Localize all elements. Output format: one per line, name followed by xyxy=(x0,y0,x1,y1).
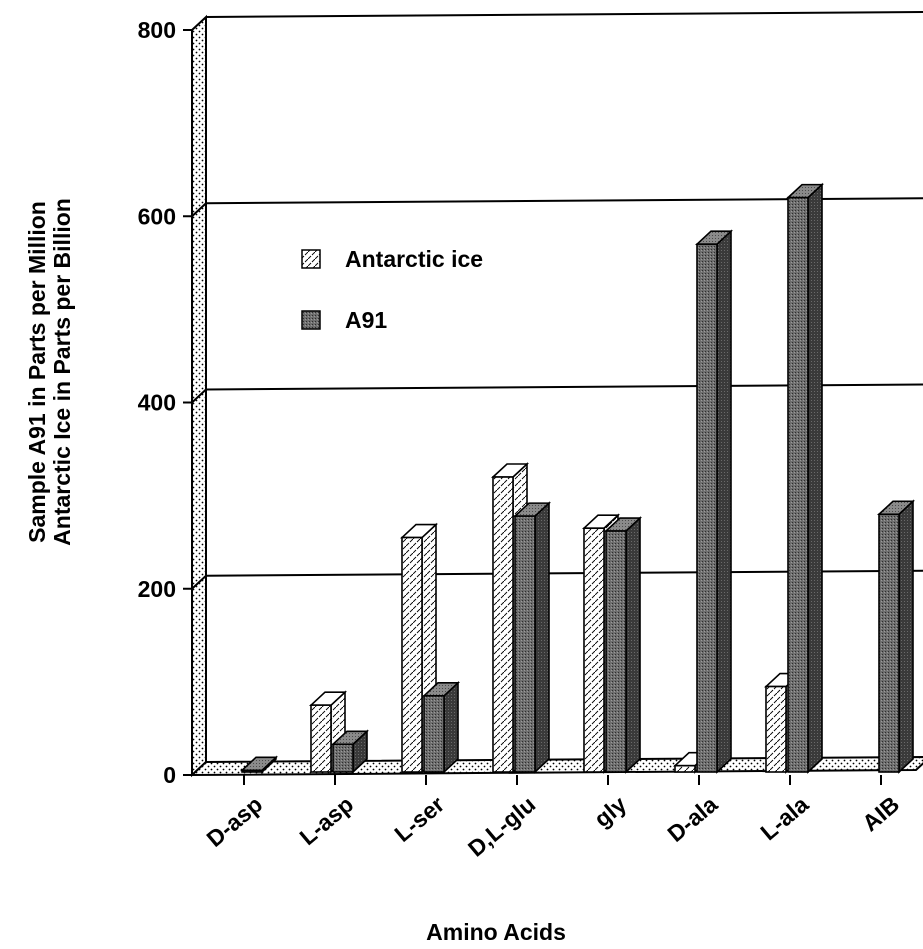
x-tick-label-l-ser: L-ser xyxy=(389,791,449,847)
y-axis-title: Sample A91 in Parts per Million Antarcti… xyxy=(24,198,75,546)
y-tick-label-800: 800 xyxy=(138,17,176,43)
bar-a91-aib xyxy=(876,499,916,774)
bar-side xyxy=(625,516,641,774)
y-tick-label-200: 200 xyxy=(138,576,176,602)
y-tick-label-600: 600 xyxy=(138,203,176,229)
legend-swatch-antarctic-ice xyxy=(301,249,321,269)
x-tick-label-gly: gly xyxy=(589,791,631,832)
gridline-diag-400 xyxy=(191,388,207,404)
bar-a91-l-ser xyxy=(421,681,461,774)
legend-item-antarctic-ice: Antarctic ice xyxy=(301,246,483,272)
top-back-edge xyxy=(205,11,923,18)
y-axis-title-line-1: Sample A91 in Parts per Million xyxy=(24,201,50,543)
bar-a91-d-l-glu xyxy=(512,501,552,774)
legend-label-a91: A91 xyxy=(345,307,387,333)
x-tick-label-l-asp: L-asp xyxy=(295,791,359,850)
legend-swatch-a91 xyxy=(301,310,321,330)
bar-a91-d-asp xyxy=(239,755,279,774)
bar-front xyxy=(423,695,445,773)
bar-front xyxy=(787,196,809,773)
legend-label-antarctic-ice: Antarctic ice xyxy=(345,246,483,272)
x-tick-label-d-ala: D-ala xyxy=(662,791,722,847)
bar-front xyxy=(241,769,263,773)
bar-a91-l-asp xyxy=(330,729,370,774)
y-ticks: 0 200 400 600 800 xyxy=(138,17,192,788)
bar-front xyxy=(605,530,627,773)
y-tick-label-0: 0 xyxy=(163,762,176,788)
bar-side xyxy=(898,499,914,774)
bar-front xyxy=(401,536,423,773)
x-ticks: D-asp L-asp L-ser D,L-glu gly D-ala L-ala AIB xyxy=(202,775,904,862)
bar-front xyxy=(492,476,514,773)
bar-a91-d-ala xyxy=(694,229,734,774)
bar-front xyxy=(310,704,332,773)
x-tick-label-d-asp: D-asp xyxy=(202,791,268,852)
bar-front xyxy=(583,527,605,773)
bar-front xyxy=(878,513,900,773)
y-tick-label-400: 400 xyxy=(138,390,176,416)
gridline-diag-200 xyxy=(191,575,207,590)
x-tick-label-d-l-glu: D,L-glu xyxy=(463,791,540,862)
x-axis-title: Amino Acids xyxy=(426,919,566,945)
x-tick-label-l-ala: L-ala xyxy=(755,791,813,846)
legend: Antarctic ice A91 xyxy=(301,246,483,333)
bar-front xyxy=(765,685,787,773)
bar-front xyxy=(696,243,718,773)
bar-a91-l-ala xyxy=(785,182,825,774)
legend-item-a91: A91 xyxy=(301,307,387,333)
x-tick-label-aib: AIB xyxy=(857,791,904,836)
bar-front xyxy=(332,743,354,773)
gridline-diag-600 xyxy=(191,202,207,217)
y-axis-title-line-2: Antarctic Ice in Parts per Billion xyxy=(49,198,75,546)
bar-front xyxy=(674,764,696,773)
bar-side xyxy=(807,182,823,774)
bar-side xyxy=(534,501,550,774)
bar-front xyxy=(514,515,536,773)
bar-side xyxy=(443,681,459,774)
bars xyxy=(239,182,916,774)
bar-a91-gly xyxy=(603,516,643,774)
bar-side xyxy=(716,229,732,774)
